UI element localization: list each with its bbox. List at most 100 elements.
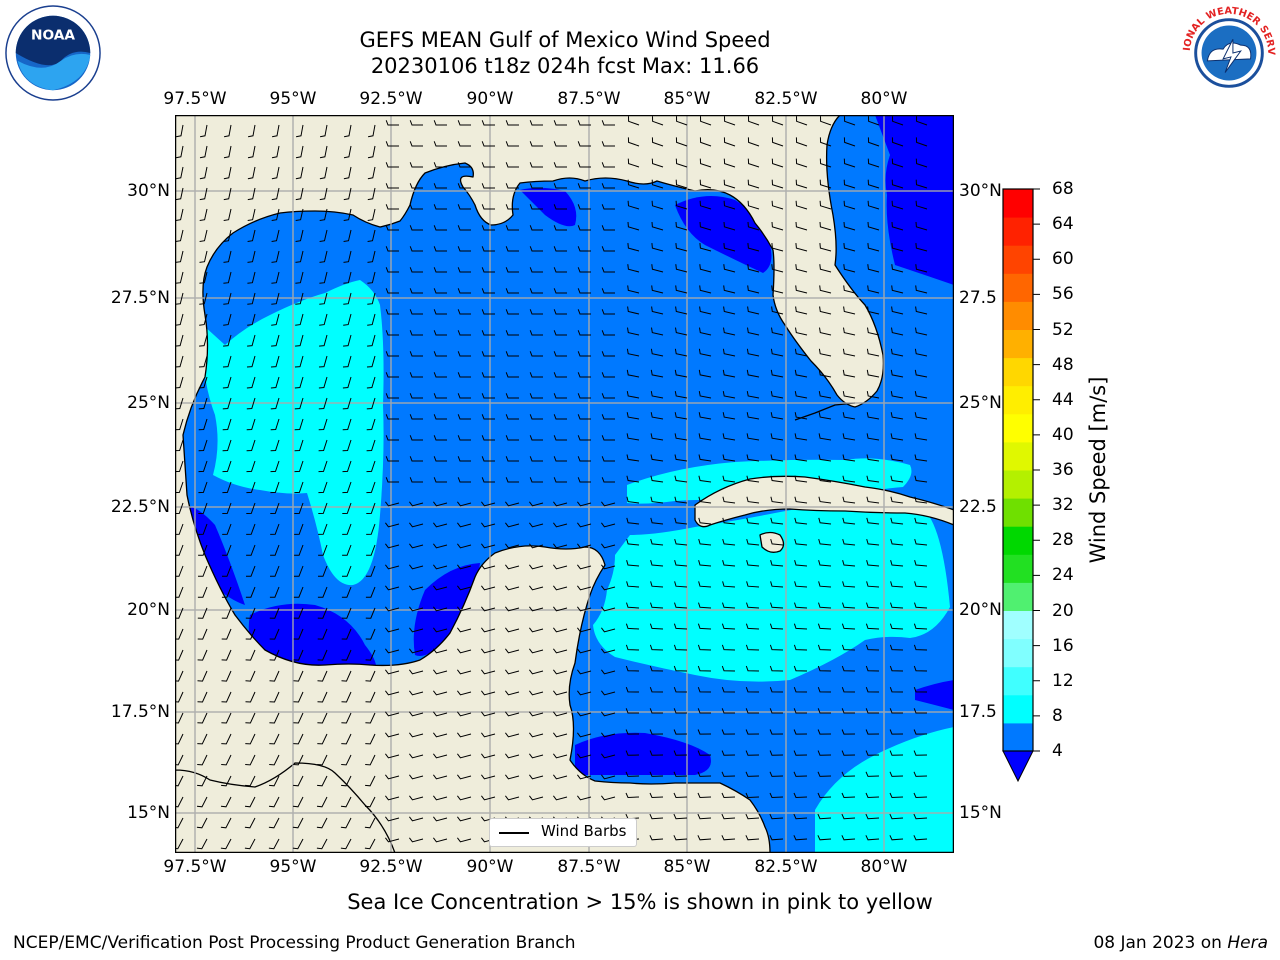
wind-barb [817, 792, 832, 799]
wind-barb [319, 145, 328, 159]
wind-barb [175, 838, 184, 850]
wind-barb [481, 246, 495, 252]
wind-barb [865, 771, 880, 777]
wind-barb [385, 753, 400, 759]
wind-barb [272, 124, 280, 138]
wind-barb [699, 158, 712, 168]
wind-barb [295, 166, 304, 180]
wind-barb [365, 607, 376, 619]
wind-barb [367, 166, 376, 180]
wind-barb [529, 606, 544, 612]
wind-barb [745, 813, 760, 820]
wind-barb [890, 602, 904, 609]
wind-barb [385, 669, 400, 675]
wind-barb [457, 477, 471, 483]
wind-barb [651, 306, 664, 315]
wind-barb [817, 644, 832, 651]
wind-barb [553, 393, 567, 399]
wind-barb [197, 733, 208, 745]
wind-barb [841, 687, 856, 693]
colorbar-tick-label: 40 [1052, 424, 1074, 445]
wind-barb [722, 560, 736, 567]
wind-barb [433, 330, 447, 336]
wind-barb [199, 334, 208, 347]
wind-barb [175, 250, 184, 263]
wind-barb [747, 327, 760, 336]
wind-barb [794, 369, 808, 378]
wind-barb [385, 120, 399, 126]
wind-barb [747, 158, 760, 168]
wind-barb [819, 137, 832, 147]
wind-barb [365, 754, 376, 766]
colorbar-tick-label: 20 [1052, 600, 1074, 621]
wind-barb [673, 750, 688, 756]
colorbar-tick-label: 24 [1052, 565, 1074, 586]
wind-barb [319, 292, 328, 305]
wind-barb [649, 644, 664, 651]
wind-barb [722, 517, 736, 525]
wind-barb [505, 732, 520, 738]
wind-barb [650, 475, 664, 483]
wind-barb [197, 775, 208, 787]
wind-barb [294, 397, 304, 410]
wind-barb [481, 477, 495, 483]
wind-barb [721, 750, 736, 756]
wind-barb [223, 334, 232, 347]
wind-barb [625, 771, 640, 777]
wind-barb [914, 560, 928, 567]
wind-barb [409, 162, 423, 168]
wind-barb [625, 750, 640, 756]
wind-barb [553, 477, 567, 483]
wind-barb [626, 581, 640, 588]
wind-barb [293, 754, 304, 766]
wind-barb [197, 649, 208, 661]
wind-barb [891, 264, 904, 273]
cuba-land [694, 475, 954, 528]
wind-barb [889, 835, 904, 841]
wind-barb [651, 179, 664, 189]
wind-barb [601, 372, 615, 378]
wind-barb [409, 501, 424, 507]
wind-barb [529, 585, 544, 591]
wind-barb [221, 733, 232, 745]
wind-barb [294, 439, 304, 452]
wind-barb [673, 708, 687, 714]
wind-barb [245, 691, 256, 703]
wind-barb [505, 435, 519, 441]
wind-barb [842, 517, 856, 525]
wind-barb [771, 200, 784, 210]
wind-barb [197, 565, 208, 577]
wind-barb [529, 501, 544, 507]
wind-barb [722, 412, 736, 420]
wind-barb [269, 649, 280, 661]
wind-barb [409, 309, 423, 315]
wind-barb [197, 586, 208, 598]
wind-barb [892, 116, 904, 126]
wind-barb [341, 733, 352, 745]
colorbar-tick-label: 56 [1052, 284, 1074, 305]
wind-barb [698, 475, 712, 483]
wind-barb [270, 523, 280, 535]
wind-barb [481, 330, 495, 336]
colorbar-segment [1003, 385, 1033, 415]
wind-barb [577, 522, 592, 528]
wind-barb [481, 585, 496, 591]
wind-barb [366, 460, 376, 473]
wind-barb [699, 137, 712, 147]
wind-barb [247, 250, 256, 263]
colorbar-tick-label: 8 [1052, 705, 1063, 726]
wind-barb [771, 179, 784, 189]
wind-barb [222, 481, 232, 494]
wind-barb [269, 565, 280, 577]
wind-barb [175, 334, 184, 347]
wind-barb [529, 141, 543, 147]
wind-barb [366, 502, 376, 514]
wind-barb [222, 523, 232, 535]
wind-barb [770, 454, 784, 462]
wind-barb [295, 334, 304, 347]
wind-barb [553, 162, 567, 168]
wind-barb [457, 648, 472, 654]
wind-barb [914, 538, 928, 546]
wind-barb [457, 543, 472, 549]
wind-barb [295, 187, 304, 201]
